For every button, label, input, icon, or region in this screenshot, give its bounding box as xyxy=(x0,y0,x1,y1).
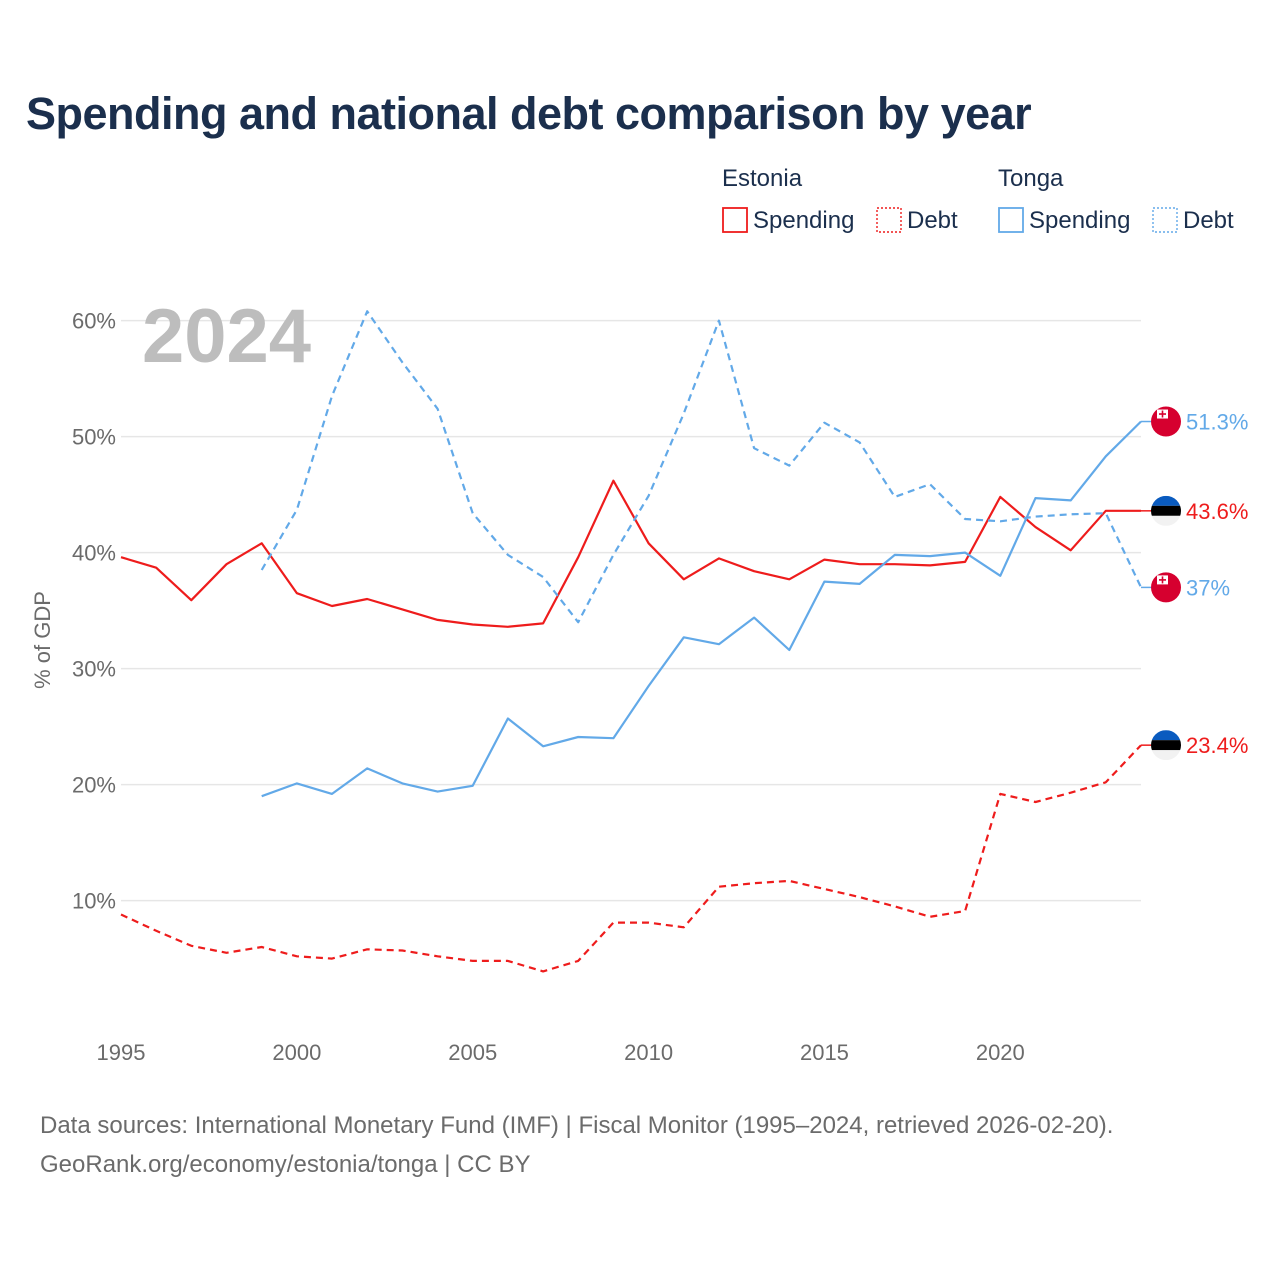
legend-swatch xyxy=(998,207,1024,233)
y-tick-label: 40% xyxy=(72,541,116,566)
year-indicator: 2024 xyxy=(142,294,311,379)
legend-swatch xyxy=(1152,207,1178,233)
legend-label: Spending xyxy=(1029,207,1130,234)
grid-lines xyxy=(121,319,1141,902)
legend-item-tonga-spending[interactable]: Spending xyxy=(998,207,1130,234)
legend-item-estonia-debt[interactable]: Debt xyxy=(876,207,958,234)
y-tick-label: 20% xyxy=(72,773,116,798)
legend-item-estonia-spending[interactable]: Spending xyxy=(722,207,854,234)
x-tick-label: 2015 xyxy=(800,1040,849,1065)
tonga-flag-icon xyxy=(1151,572,1181,603)
legend-item-tonga-debt[interactable]: Debt xyxy=(1152,207,1234,234)
end-value-label: 23.4% xyxy=(1186,733,1248,758)
x-axis-ticks: 1995 2000 2005 2010 2015 2020 xyxy=(97,1040,1025,1065)
footer: Data sources: International Monetary Fun… xyxy=(40,1106,1113,1184)
tonga-flag-icon xyxy=(1151,406,1181,437)
legend-group-title: Estonia xyxy=(722,165,803,192)
legend-swatch xyxy=(876,207,902,233)
x-tick-label: 2005 xyxy=(448,1040,497,1065)
legend-label: Debt xyxy=(1183,207,1234,234)
y-tick-label: 50% xyxy=(72,425,116,450)
legend-swatch xyxy=(722,207,748,233)
legend-label: Spending xyxy=(753,207,854,234)
end-markers: 43.6% 23.4% 51.3% 37% xyxy=(1141,406,1248,761)
legend-group-estonia: Estonia Spending Debt xyxy=(722,165,958,234)
end-marker-tonga-spending: 51.3% xyxy=(1141,406,1248,437)
end-marker-estonia-spending: 43.6% xyxy=(1141,495,1248,526)
legend[interactable]: Estonia Spending Debt Tonga Spending Debt xyxy=(722,165,1234,234)
x-tick-label: 2020 xyxy=(976,1040,1025,1065)
x-tick-label: 1995 xyxy=(97,1040,146,1065)
chart-title: Spending and national debt comparison by… xyxy=(26,88,1032,139)
x-tick-label: 2000 xyxy=(272,1040,321,1065)
end-value-label: 37% xyxy=(1186,575,1230,600)
estonia-flag-icon xyxy=(1151,495,1181,526)
y-tick-label: 10% xyxy=(72,889,116,914)
series-line-estonia-debt[interactable] xyxy=(120,744,1142,973)
y-axis-ticks: 10% 20% 30% 40% 50% 60% xyxy=(72,309,116,914)
end-value-label: 43.6% xyxy=(1186,499,1248,524)
end-marker-tonga-debt: 37% xyxy=(1141,572,1230,603)
end-value-label: 51.3% xyxy=(1186,410,1248,435)
legend-group-tonga: Tonga Spending Debt xyxy=(998,165,1234,234)
series-line-estonia-spending[interactable] xyxy=(120,479,1141,628)
series-lines xyxy=(120,310,1142,973)
estonia-flag-icon xyxy=(1151,730,1181,761)
end-marker-estonia-debt: 23.4% xyxy=(1141,730,1248,761)
legend-label: Debt xyxy=(907,207,958,234)
y-tick-label: 30% xyxy=(72,657,116,682)
y-axis-label: % of GDP xyxy=(30,591,55,689)
x-tick-label: 2010 xyxy=(624,1040,673,1065)
legend-group-title: Tonga xyxy=(998,165,1064,192)
series-line-tonga-spending[interactable] xyxy=(261,420,1142,798)
series-line-tonga-debt[interactable] xyxy=(260,310,1142,624)
footer-sources: Data sources: International Monetary Fun… xyxy=(40,1112,1114,1139)
footer-credit[interactable]: GeoRank.org/economy/estonia/tonga | CC B… xyxy=(40,1151,531,1178)
y-tick-label: 60% xyxy=(72,309,116,334)
